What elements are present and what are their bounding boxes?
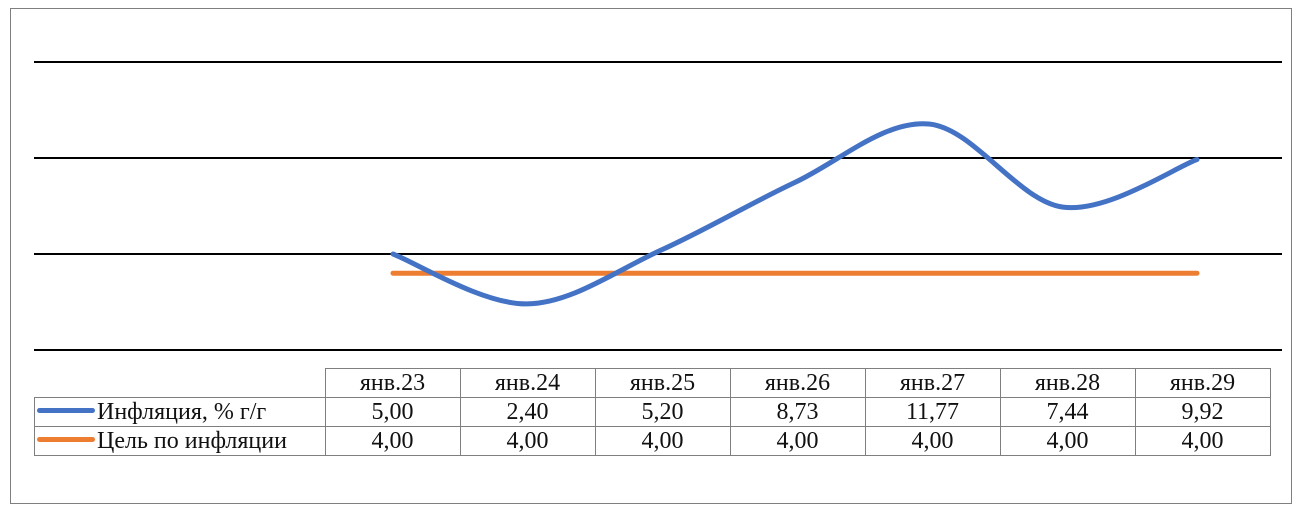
data-label: 2,40: [459, 397, 596, 427]
data-label: 8,73: [729, 397, 866, 427]
legend-entry-inflation: Инфляция, % г/г: [34, 397, 326, 427]
data-table: янв.23 янв.24 янв.25 янв.26 янв.27 янв.2…: [34, 368, 1271, 456]
series-lines: [390, 121, 1200, 307]
table-header-row: янв.23 янв.24 янв.25 янв.26 янв.27 янв.2…: [34, 368, 1271, 398]
x-tick-label: янв.25: [594, 368, 731, 398]
x-tick-label: янв.29: [1134, 368, 1271, 398]
line-series-inflation: [390, 121, 1200, 307]
data-label: 4,00: [999, 426, 1136, 456]
x-tick-label: янв.23: [324, 368, 461, 398]
data-label: 4,00: [324, 426, 461, 456]
x-tick-label: янв.28: [999, 368, 1136, 398]
data-label: 4,00: [1134, 426, 1271, 456]
legend-label: Цель по инфляции: [97, 427, 287, 454]
plot-area: [34, 61, 1282, 351]
table-row: Цель по инфляции 4,00 4,00 4,00 4,00 4,0…: [34, 426, 1271, 456]
x-tick-label: янв.26: [729, 368, 866, 398]
legend-label: Инфляция, % г/г: [97, 398, 267, 425]
legend-key-inflation: [37, 408, 95, 414]
table-row: Инфляция, % г/г 5,00 2,40 5,20 8,73 11,7…: [34, 397, 1271, 427]
legend-key-target: [37, 437, 95, 443]
chart-frame: [10, 8, 1292, 504]
x-tick-label: янв.27: [864, 368, 1001, 398]
data-label: 7,44: [999, 397, 1136, 427]
data-label: 4,00: [864, 426, 1001, 456]
data-label: 9,92: [1134, 397, 1271, 427]
x-tick-label: янв.24: [459, 368, 596, 398]
data-label: 5,00: [324, 397, 461, 427]
legend-entry-target: Цель по инфляции: [34, 426, 326, 456]
data-label: 11,77: [864, 397, 1001, 427]
data-label: 4,00: [459, 426, 596, 456]
data-label: 5,20: [594, 397, 731, 427]
data-label: 4,00: [594, 426, 731, 456]
table-corner: [34, 368, 326, 398]
data-label: 4,00: [729, 426, 866, 456]
gridlines: [34, 61, 1282, 351]
